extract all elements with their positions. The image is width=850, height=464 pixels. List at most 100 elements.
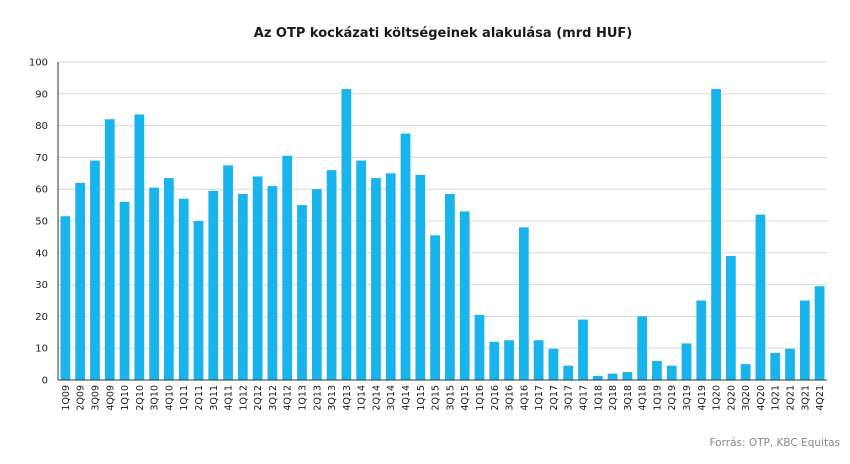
x-tick-label: 2Q10 <box>135 385 146 411</box>
bar-2Q13 <box>311 189 322 380</box>
y-axis: 0 10 20 30 40 50 60 70 80 90 100 <box>29 58 48 387</box>
y-tick-label: 40 <box>35 248 48 259</box>
x-tick-label: 4Q17 <box>578 385 589 411</box>
y-tick-label: 70 <box>35 153 48 164</box>
x-tick-label: 4Q20 <box>756 385 767 411</box>
x-tick-label: 4Q19 <box>697 385 708 411</box>
x-tick-label: 2Q18 <box>608 385 619 411</box>
bar-1Q14 <box>356 160 367 380</box>
bar-4Q16 <box>518 227 529 380</box>
x-tick-label: 3Q14 <box>386 385 397 411</box>
x-tick-label: 1Q17 <box>534 385 545 411</box>
y-tick-label: 80 <box>35 121 48 132</box>
x-tick-label: 1Q14 <box>357 385 368 411</box>
bar-4Q17 <box>578 319 588 380</box>
y-tick-label: 10 <box>35 344 48 355</box>
bar-4Q18 <box>637 316 648 380</box>
x-tick-label: 2Q12 <box>253 385 264 411</box>
bar-2Q16 <box>489 341 500 380</box>
bar-1Q09 <box>60 216 71 380</box>
x-tick-label: 3Q12 <box>268 385 279 411</box>
y-tick-label: 60 <box>35 185 48 196</box>
bar-3Q20 <box>740 364 751 380</box>
x-tick-label: 1Q10 <box>120 385 131 411</box>
x-tick-label: 4Q16 <box>519 385 530 411</box>
y-tick-label: 50 <box>35 217 48 228</box>
x-tick-label: 3Q10 <box>150 385 161 411</box>
bar-3Q17 <box>563 365 574 380</box>
x-tick-label: 1Q12 <box>238 385 249 411</box>
x-tick-label: 4Q10 <box>164 385 175 411</box>
y-tick-label: 30 <box>35 280 48 291</box>
bar-2Q12 <box>252 176 263 380</box>
bar-1Q15 <box>415 174 426 380</box>
y-tick-label: 100 <box>29 58 48 69</box>
bar-3Q09 <box>90 160 100 380</box>
x-tick-label: 1Q11 <box>179 385 190 411</box>
x-tick-label: 4Q12 <box>283 385 294 411</box>
bar-1Q21 <box>770 352 781 380</box>
bar-4Q19 <box>696 300 707 380</box>
x-tick-label: 2Q15 <box>431 385 442 411</box>
x-tick-label: 3Q13 <box>327 385 338 411</box>
bar-2Q10 <box>134 114 145 380</box>
chart-title: Az OTP kockázati költségeinek alakulása … <box>254 26 632 41</box>
bar-2Q18 <box>607 373 618 380</box>
x-tick-label: 3Q16 <box>505 385 516 411</box>
x-tick-label: 2Q11 <box>194 385 205 411</box>
y-tick-label: 0 <box>42 376 48 387</box>
bar-1Q20 <box>711 89 721 380</box>
bar-2Q11 <box>193 221 204 380</box>
bar-3Q10 <box>149 187 160 380</box>
x-tick-label: 2Q19 <box>667 385 678 411</box>
bar-4Q12 <box>282 155 293 380</box>
x-tick-label: 3Q19 <box>682 385 693 411</box>
x-tick-label: 2Q14 <box>371 385 382 411</box>
x-tick-label: 3Q21 <box>800 385 811 411</box>
bar-4Q20 <box>755 214 766 380</box>
bar-3Q21 <box>799 300 810 380</box>
x-tick-label: 2Q20 <box>726 385 737 411</box>
bar-2Q17 <box>548 348 559 380</box>
bar-2Q20 <box>725 255 736 380</box>
y-tick-label: 20 <box>35 312 48 323</box>
bar-2Q14 <box>371 178 381 380</box>
bar-3Q16 <box>504 340 514 380</box>
x-tick-label: 4Q14 <box>401 385 412 411</box>
y-tick-label: 90 <box>35 89 48 100</box>
bar-1Q18 <box>592 375 603 380</box>
x-tick-label: 3Q15 <box>445 385 456 411</box>
source-note: Forrás: OTP, KBC Equitas <box>710 437 840 449</box>
x-tick-label: 1Q18 <box>593 385 604 411</box>
bars <box>60 89 825 381</box>
bar-3Q19 <box>681 343 692 380</box>
x-tick-label: 1Q15 <box>416 385 427 411</box>
bar-4Q14 <box>400 133 411 380</box>
x-tick-label: 3Q20 <box>741 385 752 411</box>
bar-3Q11 <box>208 190 219 380</box>
x-tick-label: 2Q17 <box>549 385 560 411</box>
x-tick-label: 2Q09 <box>76 385 87 411</box>
bar-4Q15 <box>459 211 470 380</box>
bar-1Q17 <box>533 340 544 380</box>
bar-4Q11 <box>223 165 233 380</box>
x-tick-label: 1Q21 <box>771 385 782 411</box>
x-tick-label: 2Q21 <box>786 385 797 411</box>
bar-3Q15 <box>445 193 455 380</box>
bar-1Q11 <box>178 198 189 380</box>
bar-4Q09 <box>104 119 115 381</box>
x-tick-label: 4Q09 <box>105 385 116 411</box>
x-tick-label: 1Q20 <box>712 385 723 411</box>
x-tick-label: 1Q13 <box>298 385 309 411</box>
bar-4Q13 <box>341 89 352 380</box>
x-tick-label: 1Q19 <box>652 385 663 411</box>
bar-1Q10 <box>119 201 130 380</box>
x-tick-label: 3Q17 <box>564 385 575 411</box>
bar-2Q09 <box>75 182 86 380</box>
bar-1Q13 <box>297 205 307 380</box>
bar-1Q19 <box>652 360 662 380</box>
x-tick-label: 1Q16 <box>475 385 486 411</box>
bar-4Q21 <box>814 286 825 380</box>
bar-3Q14 <box>385 173 396 380</box>
